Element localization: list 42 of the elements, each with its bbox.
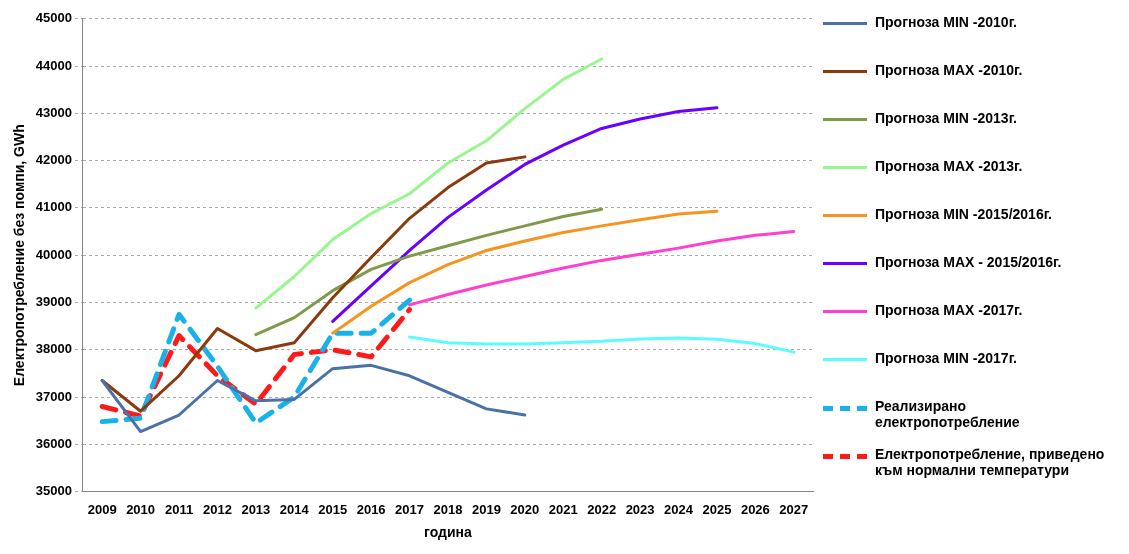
x-axis-title: година [424,524,473,541]
x-tick-label: 2024 [664,501,694,517]
x-tick-label: 2011 [164,501,194,517]
y-tick-label: 38000 [35,341,72,357]
x-tick-label: 2020 [510,501,540,517]
x-tick-label: 2013 [241,501,271,517]
x-tick-label: 2018 [433,501,463,517]
x-tick-label: 2023 [625,501,655,517]
y-tick-label: 43000 [35,104,72,120]
x-tick-label: 2010 [126,501,156,517]
x-tick-label: 2009 [87,501,117,517]
legend-label: Прогноза MIN -2015/2016г. [875,206,1052,222]
x-tick-label: 2027 [779,501,809,517]
x-tick-label: 2012 [202,501,232,517]
y-tick-label: 35000 [35,483,72,499]
legend-label: Прогноза MAX -2017г. [875,302,1023,318]
y-tick-label: 40000 [35,246,72,262]
legend-label: Реализирано електропотребление [875,398,1021,430]
x-tick-label: 2026 [740,501,770,517]
x-tick-label: 2022 [587,501,617,517]
legend-label: Електропотребление, приведено към нормални температури [875,446,1106,478]
legend-label: Прогноза MIN -2013г. [875,110,1017,126]
legend-label: Прогноза MAX - 2015/2016г. [875,254,1062,270]
legend-label: Прогноза MIN -2017г. [875,350,1017,366]
x-tick-label: 2021 [548,501,578,517]
y-tick-label: 41000 [35,199,72,215]
y-tick-label: 37000 [35,388,72,404]
x-tick-label: 2025 [702,501,732,517]
y-tick-label: 42000 [35,152,72,168]
y-tick-label: 44000 [35,57,72,73]
x-tick-label: 2019 [471,501,501,517]
legend-label: Прогноза MAX -2013г. [875,158,1023,174]
legend-label: Прогноза MIN -2010г. [875,14,1017,30]
y-tick-label: 36000 [35,435,72,451]
x-tick-label: 2014 [279,501,310,517]
y-tick-label: 39000 [35,294,72,310]
y-axis-title: Електропотребление без помпи, GWh [11,124,28,387]
legend-label: Прогноза MAX -2010г. [875,62,1023,78]
x-tick-label: 2016 [356,501,386,517]
x-tick-label: 2017 [395,501,425,517]
x-tick-label: 2015 [318,501,348,517]
y-tick-label: 45000 [35,10,72,26]
